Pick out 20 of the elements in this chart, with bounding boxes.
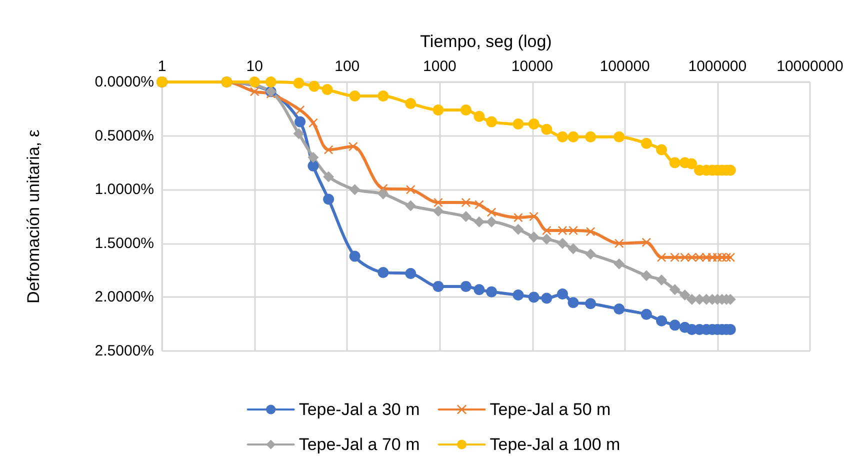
legend-label: Tepe-Jal a 50 m: [490, 400, 611, 419]
x-tick-label: 100000: [600, 58, 650, 75]
legend-label: Tepe-Jal a 100 m: [490, 435, 620, 454]
y-tick-label: 1.5000%: [94, 234, 154, 252]
x-axis-title: Tiempo, seg (log): [420, 32, 552, 51]
x-tick-label: 10000: [511, 58, 554, 75]
x-tick-label: 1000: [423, 58, 456, 75]
x-tick-label: 100: [334, 58, 360, 75]
legend-label: Tepe-Jal a 70 m: [298, 435, 420, 454]
y-tick-label: 2.0000%: [94, 288, 154, 306]
legend-label: Tepe-Jal a 30 m: [298, 400, 420, 419]
y-tick-label: 0.5000%: [94, 127, 154, 144]
y-tick-label: 1.0000%: [94, 181, 154, 198]
y-tick-label: 2.5000%: [94, 342, 154, 360]
y-axis-title: Defromación unitaria, ε: [24, 129, 43, 304]
x-tick-label: 10000000: [776, 58, 844, 75]
x-tick-label: 1: [158, 58, 166, 75]
x-tick-label: 10: [246, 58, 263, 75]
x-tick-label: 1000000: [688, 58, 747, 75]
y-tick-label: 0.0000%: [94, 74, 154, 90]
